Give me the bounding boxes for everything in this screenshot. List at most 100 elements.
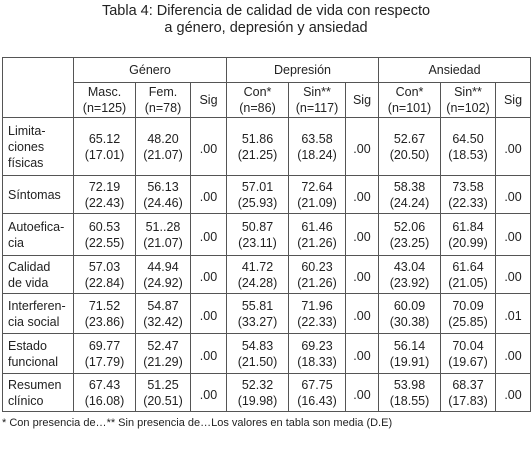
cell-line: .00 xyxy=(353,387,371,402)
cell-line: (21.26) xyxy=(297,235,337,250)
cell-line: 73.58 xyxy=(452,179,484,194)
cell-line: (22.43) xyxy=(84,195,125,210)
header-row: Género Depresión Ansiedad xyxy=(2,57,532,118)
cell-line: 56.13 xyxy=(147,179,179,194)
row-label-line: Resumen xyxy=(8,377,62,392)
row-label-line: ciones xyxy=(8,139,45,154)
cell-line: .00 xyxy=(504,141,522,156)
cell-line: 44.94 xyxy=(147,259,179,274)
value-cell: 52.06 (23.25) xyxy=(378,213,441,256)
value-cell: .00 xyxy=(190,117,227,176)
cell-line: 56.14 xyxy=(393,338,426,353)
cell-line: (21.09) xyxy=(297,195,337,210)
cell-line: 57.03 xyxy=(88,259,121,274)
cell-line: 54.83 xyxy=(241,338,274,353)
value-cell: 57.01 (25.93) xyxy=(226,175,289,214)
cell-line: (22.55) xyxy=(84,235,125,250)
value-cell: 60.53 (22.55) xyxy=(73,213,136,256)
group-header: Género xyxy=(73,57,227,83)
cell-line: 41.72 xyxy=(241,259,274,274)
row-label-line: Estado xyxy=(8,338,47,353)
footnote: * Con presencia de… xyxy=(2,417,107,429)
value-cell: .00 xyxy=(494,175,532,214)
value-cell: .00 xyxy=(494,255,532,294)
value-cell: 61.64 (21.05) xyxy=(440,255,496,294)
cell-line: 61.46 xyxy=(301,219,333,234)
value-cell: 55.81 (33.27) xyxy=(226,293,289,334)
row-label-line: funcional xyxy=(8,354,59,369)
title-line: Tabla 4: Diferencia de calidad de vida c… xyxy=(101,3,431,19)
cell-line: (18.33) xyxy=(297,354,337,369)
value-cell: 51..28 (21.07) xyxy=(135,213,191,256)
value-cell: 56.13 (24.46) xyxy=(135,175,191,214)
value-cell: 41.72 (24.28) xyxy=(226,255,289,294)
value-cell: 71.96 (22.33) xyxy=(288,293,346,334)
subheader-line: (n=86) xyxy=(239,101,276,115)
value-cell: 61.46 (21.26) xyxy=(288,213,346,256)
value-cell: .00 xyxy=(345,255,379,294)
value-cell: 70.04 (19.67) xyxy=(440,333,496,374)
cell-line: 68.37 xyxy=(452,377,484,392)
value-cell: 43.04 (23.92) xyxy=(378,255,441,294)
subheader-cell: Sig xyxy=(190,82,227,118)
value-cell: 56.14 (19.91) xyxy=(378,333,441,374)
cell-line: .00 xyxy=(353,269,371,284)
cell-line: 52.47 xyxy=(147,338,179,353)
data-row: Síntomas 72.19 (22.43) 56.13 (24.46) .00 57.01… xyxy=(2,175,532,214)
value-cell: .00 xyxy=(494,117,532,176)
cell-line: 71.52 xyxy=(88,298,121,313)
cell-line: (20.50) xyxy=(389,147,430,162)
value-cell: .01 xyxy=(494,293,532,334)
value-cell: 64.50 (18.53) xyxy=(440,117,496,176)
cell-line: 60.53 xyxy=(88,219,121,234)
value-cell: 70.09 (25.85) xyxy=(440,293,496,334)
cell-line: (23.92) xyxy=(389,275,430,290)
cell-line: 60.09 xyxy=(393,298,426,313)
cell-line: 51.25 xyxy=(147,377,179,392)
value-cell: 54.83 (21.50) xyxy=(226,333,289,374)
subheader-cell: Con* (n=86) xyxy=(226,82,289,118)
cell-line: .00 xyxy=(504,269,522,284)
value-cell: 54.87 (32.42) xyxy=(135,293,191,334)
cell-line: (21.50) xyxy=(237,354,278,369)
value-cell: 61.84 (20.99) xyxy=(440,213,496,256)
cell-line: (23.86) xyxy=(84,314,125,329)
cell-line: 64.50 xyxy=(452,131,484,146)
value-cell: 48.20 (21.07) xyxy=(135,117,191,176)
cell-line: (22.33) xyxy=(448,195,488,210)
cell-line: 58.38 xyxy=(393,179,426,194)
row-label: Síntomas xyxy=(2,175,74,214)
cell-line: 52.67 xyxy=(393,131,426,146)
cell-line: 72.19 xyxy=(88,179,121,194)
cell-line: 67.75 xyxy=(301,377,333,392)
data-row: Resumen clínico 67.43 (16.08) 51.25 (20.51) .0… xyxy=(2,373,532,412)
cell-line: (22.33) xyxy=(297,314,337,329)
value-cell: 44.94 (24.92) xyxy=(135,255,191,294)
cell-line: 55.81 xyxy=(241,298,274,313)
footnote: Los valores en tabla son media (D.E) xyxy=(211,417,393,429)
value-cell: 60.09 (30.38) xyxy=(378,293,441,334)
cell-line: (20.99) xyxy=(448,235,488,250)
subheader-line: Sin** xyxy=(303,85,331,99)
cell-line: 51.86 xyxy=(241,131,274,146)
data-row: Interferen-cia social 71.52 (23.86) 54.87 (3… xyxy=(2,293,532,334)
subheader-line: Con* xyxy=(395,85,424,99)
subheader-line: (n=101) xyxy=(387,101,432,115)
footnotes: * Con presencia de…** Sin presencia de…L… xyxy=(2,415,392,431)
cell-line: (21.25) xyxy=(237,147,278,162)
value-cell: 67.43 (16.08) xyxy=(73,373,136,412)
cell-line: .00 xyxy=(199,141,218,156)
cell-line: 61.84 xyxy=(452,219,484,234)
cell-line: (25.85) xyxy=(448,314,488,329)
cell-line: 50.87 xyxy=(241,219,274,234)
subheader-cell: Con* (n=101) xyxy=(378,82,441,118)
cell-line: (24.28) xyxy=(237,275,278,290)
value-cell: .00 xyxy=(345,333,379,374)
cell-line: 48.20 xyxy=(147,131,179,146)
value-cell: .00 xyxy=(345,293,379,334)
cell-line: .00 xyxy=(353,308,371,323)
cell-line: (17.83) xyxy=(448,393,488,408)
cell-line: (18.24) xyxy=(297,147,337,162)
subheader-row: Masc. (n=125) Fem. (n=78) Sig Con* (n=86) Sin**… xyxy=(3,82,532,118)
